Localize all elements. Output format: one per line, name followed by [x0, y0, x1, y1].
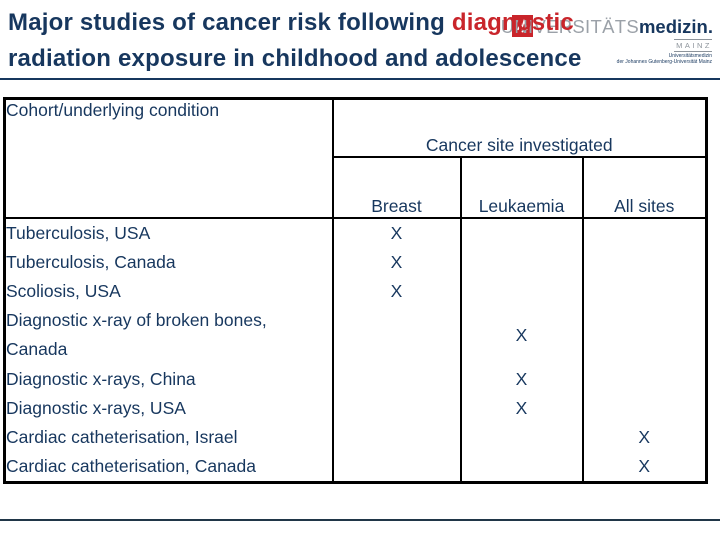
jgu-seal-glyph [517, 18, 528, 33]
all-sites-cell: X [581, 451, 708, 482]
leukaemia-cell: X [459, 305, 584, 365]
cohort-cell: Diagnostic x-rays, China [3, 364, 334, 394]
all-sites-cell [581, 393, 708, 423]
table-row-scoliosis-usa: Scoliosis, USA X [3, 276, 708, 306]
column-header-breast: Breast [331, 156, 462, 219]
breast-cell: X [331, 276, 462, 306]
table-row-cardiac-israel: Cardiac catheterisation, Israel X [3, 422, 708, 452]
cohort-cell: Diagnostic x-ray of broken bones, Canada [3, 305, 334, 365]
footer-divider-rule [0, 519, 720, 521]
column-header-all-sites: All sites [581, 156, 708, 219]
logo-mainz-text: MAINZ [674, 39, 712, 52]
cohort-cell: Tuberculosis, Canada [3, 247, 334, 277]
table-header-row-2: Breast Leukaemia All sites [5, 156, 708, 219]
leukaemia-cell: X [459, 364, 584, 394]
cohort-cell: Tuberculosis, USA [3, 217, 334, 248]
table-row-tuberculosis-canada: Tuberculosis, Canada X [3, 247, 708, 277]
all-sites-cell [581, 276, 708, 306]
cancer-studies-table: Cohort/underlying condition Cancer site … [3, 97, 708, 484]
logo-medizin-text: medizin. [638, 16, 713, 37]
table-row-cardiac-canada: Cardiac catheterisation, Canada X [3, 451, 708, 482]
cohort-cell: Cardiac catheterisation, Israel [3, 422, 334, 452]
table-row-xrays-china: Diagnostic x-rays, China X [3, 364, 708, 394]
cohort-cell: Cardiac catheterisation, Canada [3, 451, 334, 482]
breast-cell [331, 422, 462, 452]
cohort-column-header: Cohort/underlying condition [3, 98, 334, 219]
leukaemia-cell [459, 451, 584, 482]
all-sites-cell [581, 364, 708, 394]
title-highlight-diagnostic: diagnostic [451, 9, 574, 36]
jgu-seal-icon [512, 15, 533, 37]
column-header-leukaemia: Leukaemia [459, 156, 584, 219]
table-row-xrays-usa: Diagnostic x-rays, USA X [3, 393, 708, 423]
breast-cell [331, 364, 462, 394]
logo-universitaets-text: UNIVERSITÄTS [500, 16, 639, 37]
logo-subtext-line2: der Johannes Gutenberg-Universität Mainz [616, 59, 712, 65]
breast-cell: X [331, 217, 462, 248]
table-row-broken-bones-canada: Diagnostic x-ray of broken bones, Canada… [3, 305, 708, 365]
leukaemia-cell [459, 276, 584, 306]
cohort-cell: Scoliosis, USA [3, 276, 334, 306]
title-line-1: Major studies of cancer risk following d… [8, 5, 582, 41]
breast-cell [331, 305, 462, 365]
slide-title: Major studies of cancer risk following d… [8, 5, 582, 77]
leukaemia-cell [459, 217, 584, 248]
breast-cell [331, 451, 462, 482]
cancer-site-group-header: Cancer site investigated [331, 98, 708, 158]
all-sites-cell: X [581, 422, 708, 452]
breast-cell: X [331, 247, 462, 277]
logo-subtext-line1: Universitätsmedizin [668, 53, 712, 59]
university-logo: UNIVERSITÄTSmedizin. MAINZ Universitätsm… [501, 14, 713, 66]
all-sites-cell [581, 305, 708, 365]
leukaemia-cell [459, 422, 584, 452]
title-line1-prefix: Major studies of cancer risk following [8, 9, 452, 36]
cohort-cell: Diagnostic x-rays, USA [3, 393, 334, 423]
all-sites-cell [581, 247, 708, 277]
logo-wordmark: UNIVERSITÄTSmedizin. [501, 17, 713, 37]
title-line-2: radiation exposure in childhood and adol… [8, 45, 582, 72]
breast-cell [331, 393, 462, 423]
logo-subtext: Universitätsmedizin der Johannes Gutenbe… [617, 53, 712, 65]
leukaemia-cell [459, 247, 584, 277]
title-underline-rule [0, 78, 720, 80]
leukaemia-cell: X [459, 393, 584, 423]
table-row-tuberculosis-usa: Tuberculosis, USA X [3, 217, 708, 248]
all-sites-cell [581, 217, 708, 248]
table-header-row-1: Cohort/underlying condition Cancer site … [3, 98, 708, 219]
